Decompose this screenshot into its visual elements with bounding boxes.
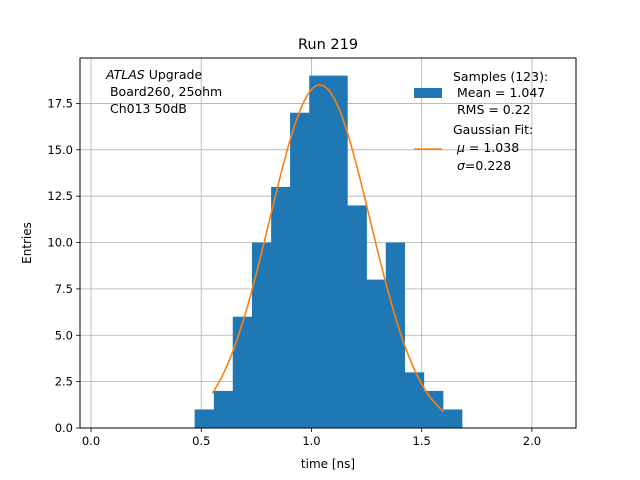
histogram-bar <box>194 409 215 428</box>
x-tick-label: 0.5 <box>192 434 210 448</box>
legend-samples-line2: Mean = 1.047 <box>453 85 545 100</box>
atlas-annotation: ATLAS Upgrade Board260, 25ohm Ch013 50dB <box>105 67 222 116</box>
x-tick-label: 2.0 <box>523 434 541 448</box>
y-tick-label: 12.5 <box>47 189 73 203</box>
y-tick-label: 2.5 <box>55 375 73 389</box>
y-tick-label: 7.5 <box>55 282 73 296</box>
x-tick-label: 1.0 <box>302 434 320 448</box>
histogram-bar <box>443 409 463 428</box>
svg-text:μ = 1.038: μ = 1.038 <box>453 140 519 155</box>
y-tick-label: 15.0 <box>47 143 73 157</box>
histogram-bar <box>404 372 425 428</box>
annotation-rest: Upgrade <box>145 67 203 82</box>
histogram-bar <box>251 242 272 428</box>
legend-fit-sigma-value: =0.228 <box>465 158 511 173</box>
histogram-bar <box>385 242 406 428</box>
svg-text:σ=0.228: σ=0.228 <box>453 158 511 173</box>
svg-text:ATLAS Upgrade: ATLAS Upgrade <box>105 67 202 82</box>
legend-fit-sigma-symbol: σ <box>457 158 466 173</box>
y-tick-label: 0.0 <box>55 421 73 435</box>
histogram-bar <box>328 75 348 428</box>
y-tick-label: 17.5 <box>47 96 73 110</box>
annotation-line3: Ch013 50dB <box>106 101 187 116</box>
legend-fit-line1: Gaussian Fit: <box>453 122 533 137</box>
histogram-bar <box>347 205 367 428</box>
histogram-bar <box>290 112 310 428</box>
histogram-bar <box>271 186 291 428</box>
y-axis-label: Entries <box>20 222 34 264</box>
histogram-bar <box>309 75 329 428</box>
x-tick-label: 1.5 <box>413 434 431 448</box>
y-tick-label: 5.0 <box>55 328 73 342</box>
plot-frame <box>79 57 577 429</box>
histogram-bar <box>423 390 444 428</box>
annotation-line2: Board260, 25ohm <box>106 84 222 99</box>
legend: Samples (123): Mean = 1.047 RMS = 0.22 G… <box>414 69 548 173</box>
histogram-bar <box>366 279 387 428</box>
histogram-bar <box>232 316 253 428</box>
legend-fit-mu-value: = 1.038 <box>465 140 519 155</box>
annotation-italic: ATLAS <box>105 67 145 82</box>
y-axis-ticks: 0.0 2.5 5.0 7.5 10.0 12.5 15.0 17.5 <box>47 96 80 435</box>
chart-title: Run 219 <box>298 37 358 53</box>
histogram-bars <box>194 75 463 428</box>
gaussian-fit-curve <box>211 84 445 413</box>
x-axis-ticks: 0.0 0.5 1.0 1.5 2.0 <box>82 428 541 448</box>
x-axis-label: time [ns] <box>301 457 355 471</box>
legend-samples-swatch <box>414 88 442 98</box>
x-tick-label: 0.0 <box>82 434 100 448</box>
legend-samples-line3: RMS = 0.22 <box>453 102 531 117</box>
y-tick-label: 10.0 <box>47 236 73 250</box>
histogram-bar <box>213 390 234 428</box>
legend-samples-line1: Samples (123): <box>453 69 548 84</box>
legend-fit-mu-symbol: μ <box>456 140 465 155</box>
